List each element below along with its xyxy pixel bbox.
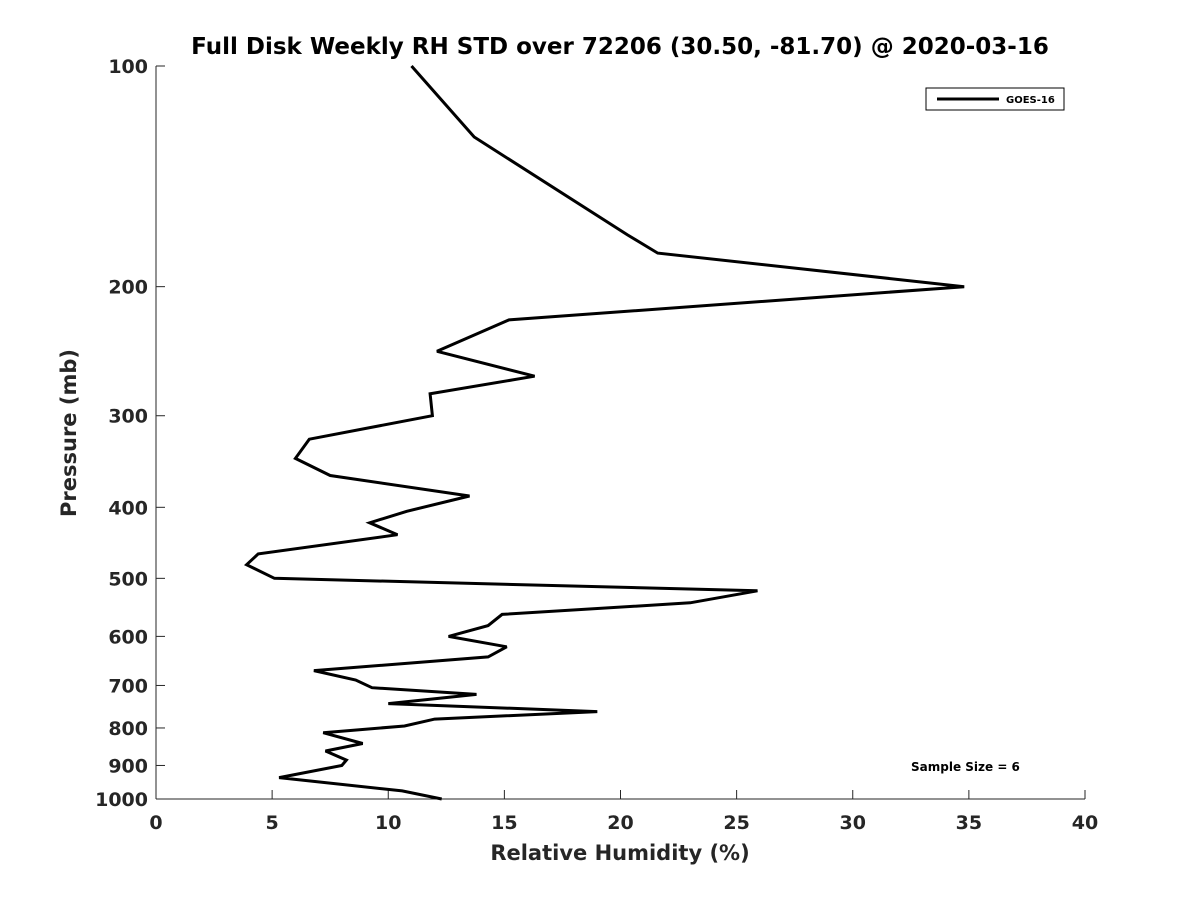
- y-axis-ticks: 100 200 300 400 500 600 700 800 900 1000: [95, 56, 165, 811]
- x-axis-title: Relative Humidity (%): [490, 841, 749, 865]
- x-tick-label: 25: [723, 812, 749, 834]
- y-axis-title: Pressure (mb): [57, 349, 81, 517]
- x-tick-label: 20: [607, 812, 633, 834]
- series-line-goes-16: [243, 65, 965, 801]
- x-tick-label: 35: [956, 812, 982, 834]
- y-tick-label: 600: [108, 626, 148, 648]
- y-tick-label: 500: [108, 568, 148, 590]
- x-tick-label: 15: [491, 812, 517, 834]
- sample-size-annotation: Sample Size = 6: [911, 760, 1020, 774]
- legend-label-goes-16: GOES-16: [1006, 95, 1055, 106]
- series-lines: [243, 65, 965, 801]
- x-axis-ticks: 0 5 10 15 20 25 30 35 40: [149, 790, 1098, 834]
- y-tick-label: 200: [108, 277, 148, 299]
- x-tick-label: 40: [1072, 812, 1098, 834]
- x-tick-label: 5: [266, 812, 279, 834]
- x-tick-label: 0: [149, 812, 162, 834]
- y-tick-label: 1000: [95, 789, 148, 811]
- y-tick-label: 300: [108, 406, 148, 428]
- legend: GOES-16: [925, 87, 1065, 111]
- y-tick-label: 800: [108, 718, 148, 740]
- y-tick-label: 100: [108, 56, 148, 78]
- x-tick-label: 30: [840, 812, 866, 834]
- y-tick-label: 900: [108, 755, 148, 777]
- chart-title: Full Disk Weekly RH STD over 72206 (30.5…: [191, 34, 1049, 60]
- y-tick-label: 400: [108, 497, 148, 519]
- y-tick-label: 700: [108, 675, 148, 697]
- x-tick-label: 10: [375, 812, 401, 834]
